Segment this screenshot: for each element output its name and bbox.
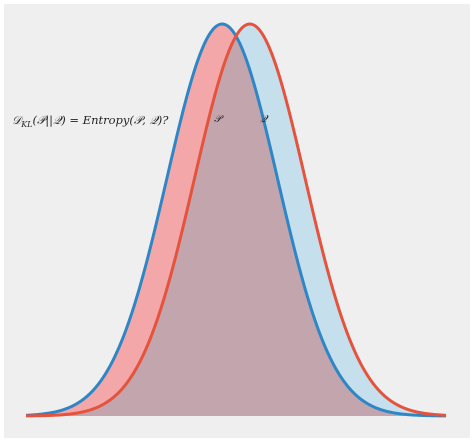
kl-arguments: (𝒫||𝒬) = <box>32 113 82 128</box>
series-q-line <box>25 22 447 418</box>
kl-divergence-symbol: 𝒟 <box>12 113 24 127</box>
series-label-p: 𝒫 <box>214 114 224 125</box>
entropy-expression: Entropy(𝒫, 𝒬)? <box>82 113 170 127</box>
curve-lines <box>25 22 447 418</box>
overlap-area <box>26 36 446 417</box>
series-label-q: 𝒬 <box>260 114 269 125</box>
kl-subscript: KL <box>20 120 32 129</box>
kl-annotation: 𝒟KL(𝒫||𝒬) = Entropy(𝒫, 𝒬)? <box>12 113 169 129</box>
